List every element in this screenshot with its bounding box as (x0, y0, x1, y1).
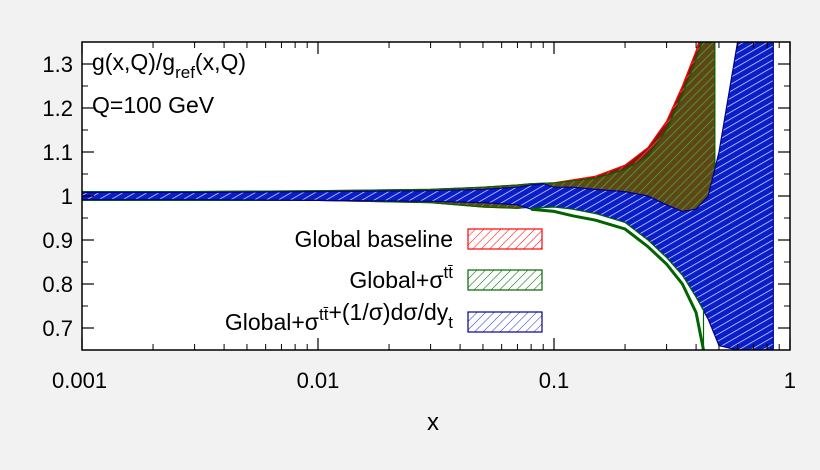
legend-swatch-2 (467, 269, 543, 291)
legend-swatch-1 (467, 228, 543, 250)
uncertainty-bands (82, 42, 774, 350)
y-tick-label: 0.8 (42, 272, 73, 297)
y-tick-label: 0.9 (42, 228, 73, 253)
y-tick-label: 1.2 (42, 96, 73, 121)
legend-label-3: Global+σtt̄+(1/σ)dσ/dyt (225, 299, 453, 335)
legend-label-1: Global baseline (294, 226, 453, 252)
y-tick-label: 1 (61, 184, 73, 209)
x-tick-label: 0.1 (539, 368, 570, 393)
x-axis-label: x (427, 409, 439, 436)
y-tick-label: 0.7 (42, 316, 73, 341)
y-tick-label: 1.3 (42, 52, 73, 77)
y-tick-label: 1.1 (42, 140, 73, 165)
axes: 0.001 0.01 0.1 1 0.7 0.8 0.9 1 1.1 1.2 1.3 (42, 41, 796, 393)
x-tick-label: 0.001 (52, 368, 107, 393)
annotations: g(x,Q)/gref(x,Q) Q=100 GeV (92, 49, 246, 118)
legend-swatch-3 (467, 311, 543, 333)
legend-label-2: Global+σtt̄ (349, 263, 453, 293)
legend: Global baseline Global+σtt̄ Global+σtt̄+(1… (225, 226, 543, 335)
annotation-q-scale: Q=100 GeV (92, 92, 215, 118)
outer-lower-edge (530, 207, 705, 350)
x-tick-label: 1 (784, 368, 796, 393)
x-tick-label: 0.01 (297, 368, 340, 393)
annotation-ratio-label: g(x,Q)/gref(x,Q) (92, 49, 246, 82)
